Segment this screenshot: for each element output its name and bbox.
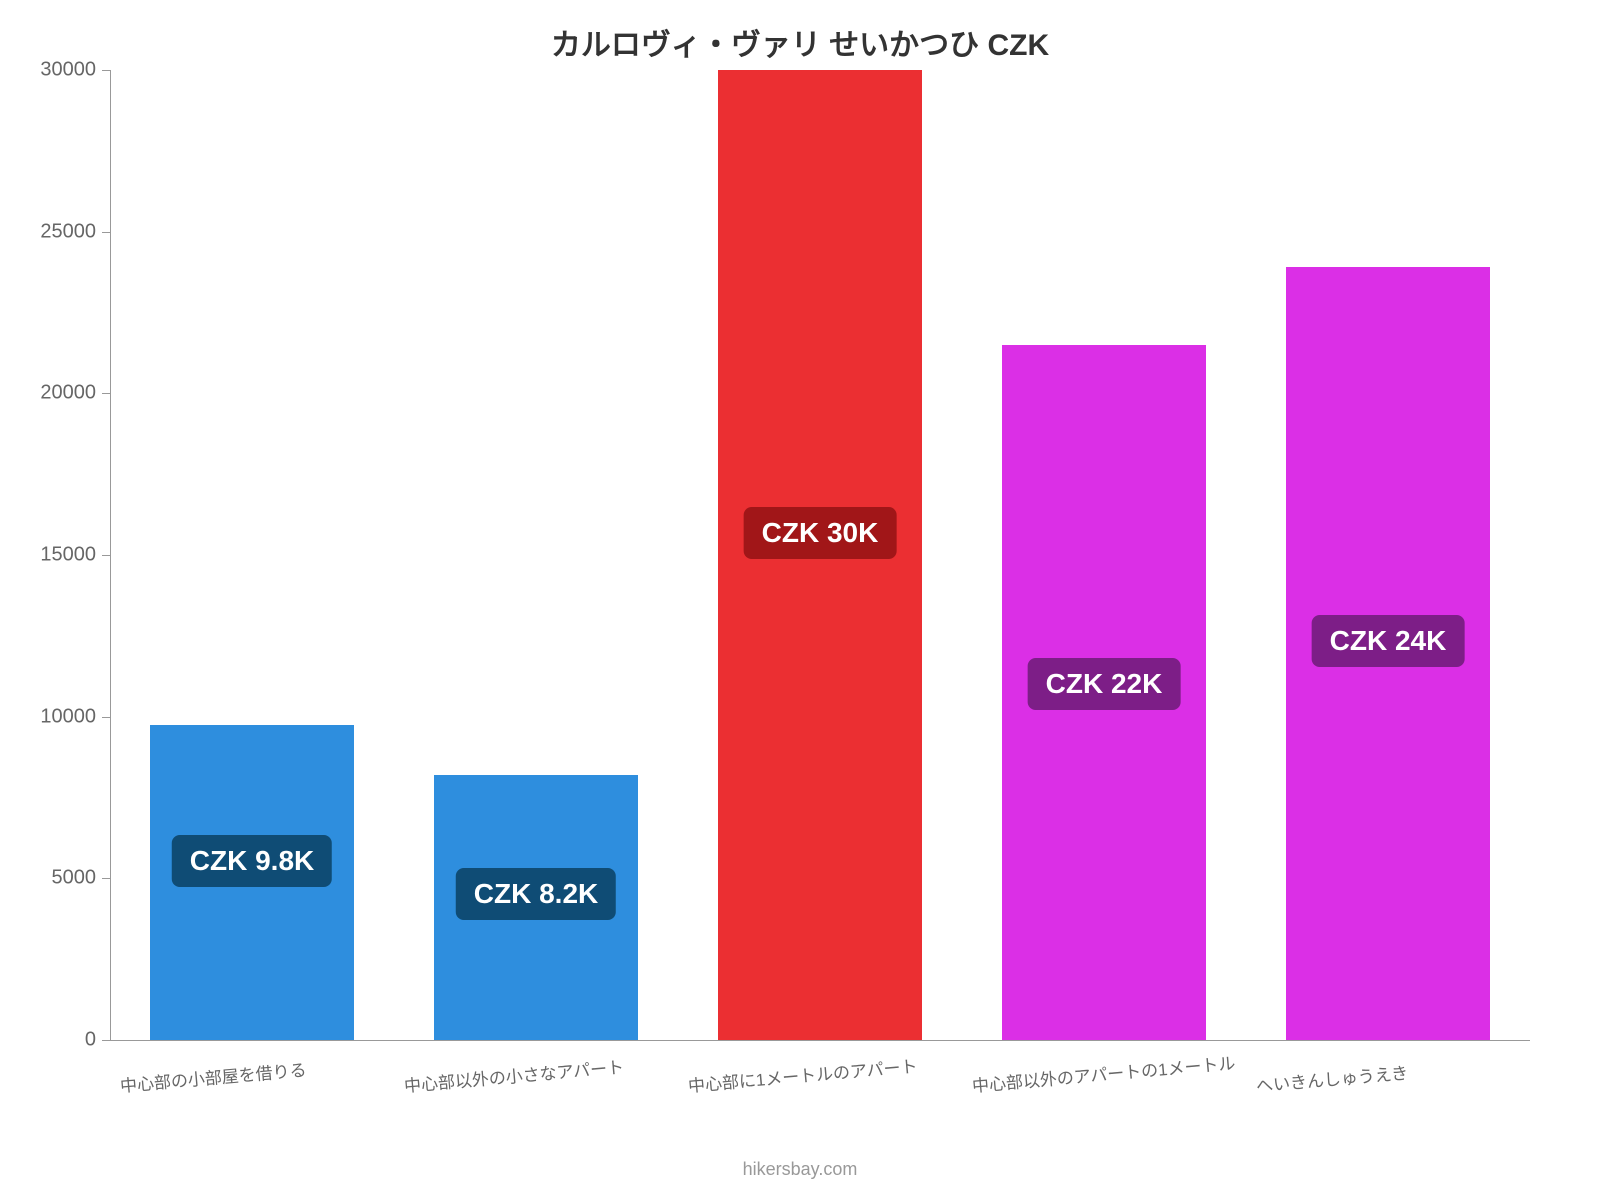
x-axis-line: [110, 1040, 1530, 1041]
x-category-label: 中心部の小部屋を借りる: [119, 1056, 307, 1097]
y-axis-line: [110, 70, 111, 1040]
y-tick-label: 0: [0, 1029, 96, 1052]
y-tick: [102, 393, 110, 394]
value-badge: CZK 24K: [1312, 615, 1465, 667]
x-category-label: 中心部以外の小さなアパート: [403, 1053, 625, 1097]
x-category-label: 中心部以外のアパートの1メートル: [971, 1049, 1236, 1097]
y-tick: [102, 70, 110, 71]
y-tick: [102, 555, 110, 556]
value-badge: CZK 8.2K: [456, 868, 616, 920]
y-tick-label: 10000: [0, 705, 96, 728]
y-tick: [102, 1040, 110, 1041]
y-tick-label: 20000: [0, 382, 96, 405]
y-tick-label: 25000: [0, 220, 96, 243]
y-tick: [102, 878, 110, 879]
y-tick-label: 15000: [0, 544, 96, 567]
x-category-label: へいきんしゅうえき: [1255, 1059, 1409, 1097]
attribution: hikersbay.com: [0, 1159, 1600, 1180]
y-tick: [102, 232, 110, 233]
y-tick-label: 30000: [0, 59, 96, 82]
value-badge: CZK 22K: [1028, 658, 1181, 710]
y-tick: [102, 717, 110, 718]
x-category-label: 中心部に1メートルのアパート: [687, 1052, 918, 1097]
value-badge: CZK 30K: [744, 507, 897, 559]
cost-of-living-chart: カルロヴィ・ヴァリ せいかつひ CZK hikersbay.com 0 5000 1…: [0, 0, 1600, 1200]
y-tick-label: 5000: [0, 867, 96, 890]
chart-title: カルロヴィ・ヴァリ せいかつひ CZK: [0, 20, 1600, 64]
value-badge: CZK 9.8K: [172, 835, 332, 887]
